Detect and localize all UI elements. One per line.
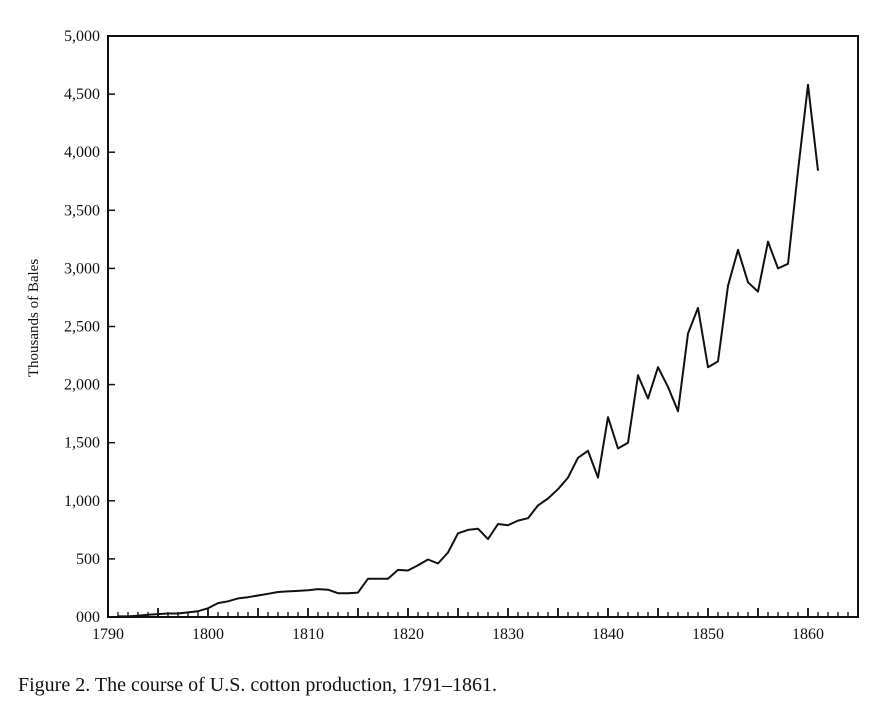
cotton-production-chart: Thousands of Bales 000 500 1,000 1,500 2,000… bbox=[26, 28, 859, 643]
y-tick-label: 5,000 bbox=[64, 28, 100, 45]
y-tick-label: 4,500 bbox=[64, 86, 100, 103]
y-tick-label: 3,500 bbox=[64, 202, 100, 219]
x-tick-label: 1850 bbox=[692, 626, 724, 643]
x-tick-label: 1810 bbox=[292, 626, 324, 643]
y-axis-title: Thousands of Bales bbox=[26, 259, 42, 377]
y-tick-label: 4,000 bbox=[64, 144, 100, 161]
y-ticks: 000 500 1,000 1,500 2,000 2,500 3,000 3,500 4,00… bbox=[64, 28, 115, 626]
y-tick-label: 500 bbox=[76, 551, 100, 568]
x-ticks: 1790 1800 1810 1820 1830 1840 1850 1860 bbox=[92, 608, 849, 643]
x-tick-label: 1840 bbox=[592, 626, 624, 643]
x-tick-label: 1830 bbox=[492, 626, 524, 643]
y-axis-title-group: Thousands of Bales bbox=[26, 259, 42, 377]
x-tick-label: 1820 bbox=[392, 626, 424, 643]
figure-caption: Figure 2. The course of U.S. cotton prod… bbox=[18, 674, 498, 696]
production-line bbox=[118, 83, 819, 618]
x-tick-label: 1860 bbox=[792, 626, 824, 643]
x-tick-label: 1800 bbox=[192, 626, 224, 643]
y-tick-label: 1,500 bbox=[64, 435, 100, 452]
y-tick-label: 2,500 bbox=[64, 319, 100, 336]
y-tick-label: 1,000 bbox=[64, 493, 100, 510]
y-tick-label: 3,000 bbox=[64, 260, 100, 277]
plot-frame bbox=[107, 35, 859, 618]
y-tick-label: 2,000 bbox=[64, 377, 100, 394]
x-tick-label: 1790 bbox=[92, 626, 124, 643]
y-tick-label: 000 bbox=[76, 609, 100, 626]
